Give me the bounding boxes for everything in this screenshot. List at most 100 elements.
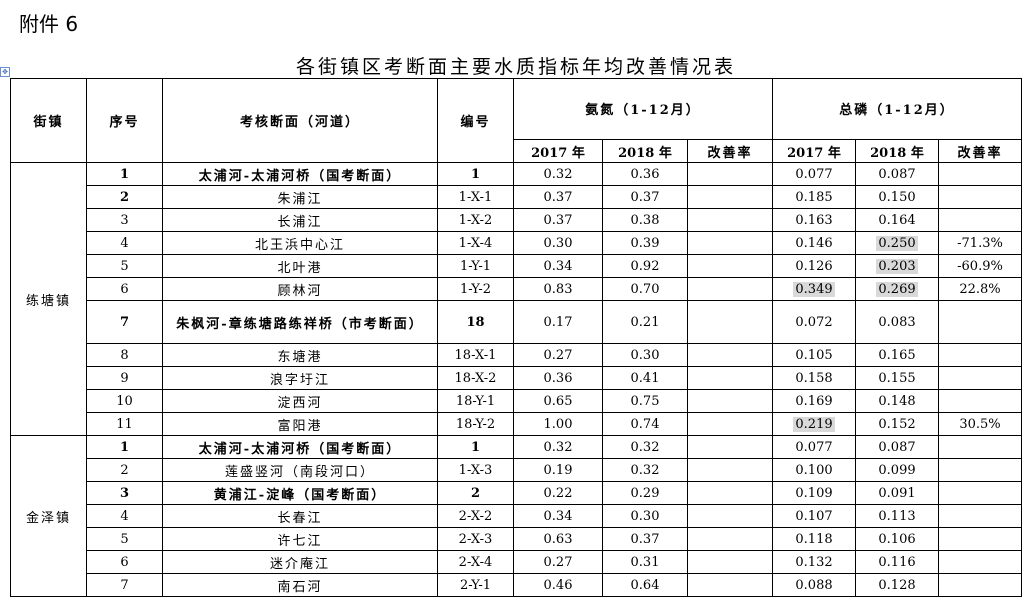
table-row: 10 淀西河 18-Y-1 0.65 0.75 0.169 0.148 xyxy=(11,389,1022,413)
nh-2018-cell: 0.32 xyxy=(602,435,688,459)
tp-2017-cell: 0.126 xyxy=(772,254,856,278)
tp-2017-cell: 0.109 xyxy=(772,481,856,505)
tp-2017-cell: 0.219 xyxy=(772,412,856,436)
code-cell: 1-X-1 xyxy=(437,185,514,209)
tp-rate-cell xyxy=(938,527,1022,551)
nh-2017-cell: 0.30 xyxy=(513,231,603,255)
seq-cell: 2 xyxy=(86,185,163,209)
nh-2017-cell: 0.19 xyxy=(513,458,603,482)
code-cell: 2-X-2 xyxy=(437,504,514,528)
name-cell: 长春江 xyxy=(162,504,438,528)
seq-cell: 8 xyxy=(86,343,163,367)
table-move-handle-icon[interactable]: ✥ xyxy=(0,67,10,77)
nh-2017-cell: 0.37 xyxy=(513,185,603,209)
tp-2018-cell: 0.116 xyxy=(855,550,939,574)
name-cell: 北叶港 xyxy=(162,254,438,278)
header-section: 考核断面（河道） xyxy=(162,78,438,163)
header-town: 街镇 xyxy=(10,78,87,163)
table-row: 3 黄浦江-淀峰（国考断面） 2 0.22 0.29 0.109 0.091 xyxy=(11,481,1022,505)
nh-2018-cell: 0.41 xyxy=(602,366,688,390)
header-nh-2018: 2018 年 xyxy=(602,139,688,163)
nh-2018-cell: 0.31 xyxy=(602,550,688,574)
nh-2018-cell: 0.92 xyxy=(602,254,688,278)
nh-2017-cell: 0.32 xyxy=(513,435,603,459)
water-quality-table: 街镇 序号 考核断面（河道） 编号 氨氮（1-12月） 总磷（1-12月） 20… xyxy=(10,78,1022,597)
tp-rate-cell xyxy=(938,300,1022,344)
highlighted-value: 0.203 xyxy=(876,258,918,274)
name-cell: 南石河 xyxy=(162,573,438,597)
nh-2017-cell: 0.32 xyxy=(513,162,603,186)
tp-2018-cell: 0.083 xyxy=(855,300,939,344)
table-row: 2 朱浦江 1-X-1 0.37 0.37 0.185 0.150 xyxy=(11,185,1022,209)
name-cell: 北王浜中心江 xyxy=(162,231,438,255)
highlighted-value: 0.219 xyxy=(793,416,835,432)
attachment-label: 附件 6 xyxy=(19,12,79,36)
code-cell: 1 xyxy=(437,162,514,186)
nh-rate-cell xyxy=(687,208,773,232)
tp-rate-cell xyxy=(938,208,1022,232)
table-row: 4 长春江 2-X-2 0.34 0.30 0.107 0.113 xyxy=(11,504,1022,528)
header-tp-2017: 2017 年 xyxy=(772,139,856,163)
tp-2018-cell: 0.164 xyxy=(855,208,939,232)
nh-2018-cell: 0.75 xyxy=(602,389,688,413)
seq-cell: 5 xyxy=(86,254,163,278)
tp-rate-cell xyxy=(938,366,1022,390)
header-tp-2018: 2018 年 xyxy=(855,139,939,163)
nh-rate-cell xyxy=(687,481,773,505)
seq-cell: 1 xyxy=(86,435,163,459)
nh-rate-cell xyxy=(687,573,773,597)
tp-rate-cell: -71.3% xyxy=(938,231,1022,255)
code-cell: 1-Y-1 xyxy=(437,254,514,278)
table-row: 练塘镇 1 太浦河-太浦河桥（国考断面） 1 0.32 0.36 0.077 0.087 xyxy=(10,162,1022,436)
tp-rate-cell xyxy=(938,185,1022,209)
tp-2018-cell: 0.087 xyxy=(855,162,939,186)
tp-2017-cell: 0.105 xyxy=(772,343,856,367)
nh-rate-cell xyxy=(687,412,773,436)
nh-2017-cell: 0.34 xyxy=(513,254,603,278)
tp-2018-cell: 0.203 xyxy=(855,254,939,278)
code-cell: 1-X-3 xyxy=(437,458,514,482)
nh-2018-cell: 0.32 xyxy=(602,458,688,482)
table-row: 3 长浦江 1-X-2 0.37 0.38 0.163 0.164 xyxy=(11,208,1022,232)
name-cell: 浪字圩江 xyxy=(162,366,438,390)
tp-rate-cell xyxy=(938,389,1022,413)
tp-rate-cell xyxy=(938,162,1022,186)
tp-2018-cell: 0.106 xyxy=(855,527,939,551)
tp-2017-cell: 0.146 xyxy=(772,231,856,255)
tp-rate-cell xyxy=(938,550,1022,574)
tp-2018-cell: 0.128 xyxy=(855,573,939,597)
nh-rate-cell xyxy=(687,300,773,344)
header-phosphorus: 总磷（1-12月） xyxy=(772,78,1022,140)
table-row: 8 东塘港 18-X-1 0.27 0.30 0.105 0.165 xyxy=(11,343,1022,367)
tp-rate-cell xyxy=(938,435,1022,459)
nh-2017-cell: 0.83 xyxy=(513,277,603,301)
tp-2017-cell: 0.163 xyxy=(772,208,856,232)
tp-2017-cell: 0.185 xyxy=(772,185,856,209)
tp-2017-cell: 0.132 xyxy=(772,550,856,574)
table-row: 9 浪字圩江 18-X-2 0.36 0.41 0.158 0.155 xyxy=(11,366,1022,390)
nh-2018-cell: 0.37 xyxy=(602,185,688,209)
seq-cell: 3 xyxy=(86,208,163,232)
tp-2018-cell: 0.150 xyxy=(855,185,939,209)
name-cell: 朱浦江 xyxy=(162,185,438,209)
tp-2017-cell: 0.077 xyxy=(772,435,856,459)
header-ammonia: 氨氮（1-12月） xyxy=(513,78,773,140)
highlighted-value: 0.269 xyxy=(876,281,918,297)
seq-cell: 6 xyxy=(86,550,163,574)
tp-rate-cell xyxy=(938,481,1022,505)
seq-cell: 10 xyxy=(86,389,163,413)
name-cell: 太浦河-太浦河桥（国考断面） xyxy=(162,435,438,459)
table-row: 6 迷介庵江 2-X-4 0.27 0.31 0.132 0.116 xyxy=(11,550,1022,574)
name-cell: 朱枫河-章练塘路练祥桥（市考断面） xyxy=(162,300,438,344)
nh-rate-cell xyxy=(687,458,773,482)
table-row: 5 北叶港 1-Y-1 0.34 0.92 0.126 0.203 -60.9% xyxy=(11,254,1022,278)
table-row: 11 富阳港 18-Y-2 1.00 0.74 0.219 0.152 30.5% xyxy=(11,412,1022,436)
name-cell: 顾林河 xyxy=(162,277,438,301)
nh-rate-cell xyxy=(687,366,773,390)
seq-cell: 5 xyxy=(86,527,163,551)
code-cell: 2 xyxy=(437,481,514,505)
nh-2018-cell: 0.74 xyxy=(602,412,688,436)
seq-cell: 4 xyxy=(86,231,163,255)
nh-2017-cell: 0.46 xyxy=(513,573,603,597)
tp-2017-cell: 0.158 xyxy=(772,366,856,390)
